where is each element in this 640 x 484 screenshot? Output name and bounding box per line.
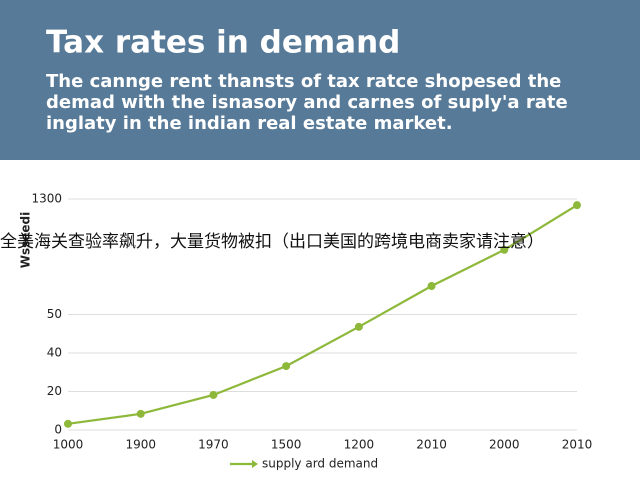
y-tick-label: 20	[47, 384, 62, 398]
subtitle-line: demad with the isnasory and carnes of su…	[46, 92, 568, 113]
data-point	[573, 201, 581, 210]
title: Tax rates in demand	[46, 25, 400, 61]
legend-arrow	[252, 460, 258, 468]
y-tick-label: 1300	[31, 192, 62, 206]
data-point	[354, 322, 363, 331]
x-tick-label: 1900	[125, 438, 156, 452]
subtitle-line: inglaty in the indian real estate market…	[46, 113, 453, 134]
legend-label: supply ard demand	[262, 457, 378, 471]
x-tick-label: 1500	[271, 438, 302, 452]
subtitle: The cannge rent thansts of tax ratce sho…	[46, 71, 568, 134]
y-axis-label: Wsseedi	[19, 212, 33, 269]
overlay-text: 全美海关查验率飙升，大量货物被扣（出口美国的跨境电商卖家请注意）	[0, 232, 544, 252]
data-line	[67, 204, 578, 425]
x-tick-label: 2010	[416, 438, 447, 452]
x-tick-label: 2010	[562, 438, 593, 452]
x-tick-label: 2000	[489, 438, 520, 452]
subtitle-line: The cannge rent thansts of tax ratce sho…	[46, 71, 561, 92]
x-tick-label: 1000	[53, 438, 84, 452]
data-point	[500, 245, 509, 254]
y-tick-label: 50	[47, 307, 62, 321]
x-tick-label: 1200	[344, 438, 375, 452]
data-point	[136, 409, 145, 418]
data-point	[427, 282, 436, 291]
x-tick-label: 1970	[198, 438, 229, 452]
data-point	[209, 390, 218, 399]
data-point	[282, 362, 291, 371]
y-tick-label: 0	[54, 423, 62, 437]
y-tick-label: 40	[47, 346, 62, 360]
data-point	[64, 419, 72, 428]
banner	[0, 0, 640, 160]
